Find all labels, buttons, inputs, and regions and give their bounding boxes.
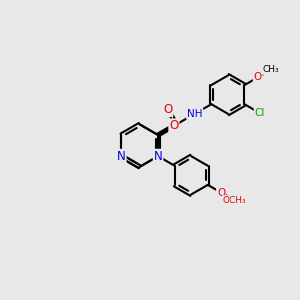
- Text: O: O: [217, 188, 225, 197]
- Text: N: N: [117, 150, 126, 163]
- Text: CH₃: CH₃: [263, 65, 280, 74]
- Text: N: N: [154, 150, 162, 163]
- Text: O: O: [169, 119, 178, 132]
- Text: Cl: Cl: [255, 108, 265, 118]
- Text: O: O: [163, 103, 172, 116]
- Text: NH: NH: [187, 109, 203, 119]
- Text: O: O: [254, 72, 262, 82]
- Text: OCH₃: OCH₃: [223, 196, 246, 205]
